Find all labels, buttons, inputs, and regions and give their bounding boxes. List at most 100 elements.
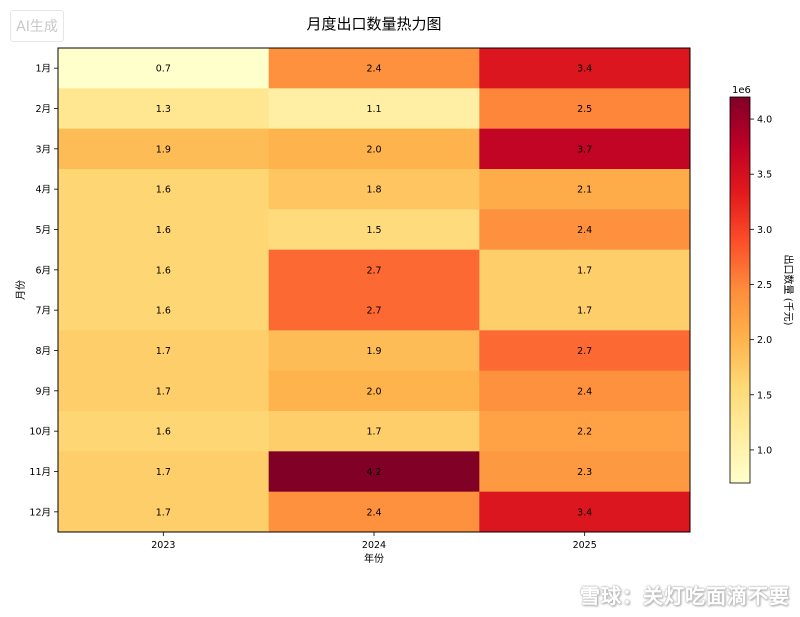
cell-value-label: 1.7 <box>156 467 171 478</box>
x-tick-label: 2023 <box>151 540 175 551</box>
heatmap-cell <box>268 249 480 291</box>
cell-value-label: 3.4 <box>577 507 592 518</box>
colorbar-tick-label: 4.0 <box>757 115 772 126</box>
cell-value-label: 1.7 <box>577 306 592 317</box>
cell-value-label: 1.6 <box>156 265 171 276</box>
cell-value-label: 1.9 <box>366 346 381 357</box>
heatmap-cell <box>479 209 691 251</box>
cell-value-label: 0.7 <box>156 64 171 75</box>
heatmap-cell <box>479 48 691 89</box>
y-tick-label: 2月 <box>35 104 51 115</box>
heatmap-cell <box>58 491 270 533</box>
heatmap-cell <box>268 169 480 210</box>
cell-value-label: 1.6 <box>156 427 171 438</box>
heatmap-cell <box>58 451 270 493</box>
heatmap-cell <box>479 451 691 493</box>
y-tick-label: 11月 <box>29 467 51 478</box>
y-axis-label: 月份 <box>15 280 27 300</box>
heatmap-cell <box>479 330 691 372</box>
ai-generated-badge: AI生成 <box>10 10 64 42</box>
colorbar <box>729 96 751 484</box>
heatmap-cell <box>479 169 691 210</box>
cell-value-label: 1.6 <box>156 185 171 196</box>
y-tick-label: 8月 <box>35 346 51 357</box>
heatmap-cell <box>268 209 480 251</box>
cell-value-label: 1.8 <box>366 185 381 196</box>
y-axis: 1月 2月 3月 4月 5月 6月 7月 8月 9月 10月 11月 12月 <box>29 64 58 518</box>
cell-value-label: 2.4 <box>366 507 381 518</box>
colorbar-tick-label: 1.5 <box>757 390 772 401</box>
cell-value-label: 3.4 <box>577 64 592 75</box>
x-axis-label: 年份 <box>364 552 384 565</box>
heatmap-cell <box>268 48 480 89</box>
cell-value-label: 2.7 <box>366 306 381 317</box>
cell-value-label: 2.4 <box>577 386 592 397</box>
cell-value-label: 3.7 <box>577 144 592 155</box>
cell-value-label: 1.9 <box>156 144 171 155</box>
heatmap-cell <box>58 169 270 210</box>
heatmap-cell <box>268 370 480 412</box>
cell-value-label: 2.4 <box>366 64 381 75</box>
heatmap-cell <box>58 411 270 452</box>
heatmap-cell <box>58 370 270 412</box>
x-tick-label: 2024 <box>362 540 386 551</box>
cell-value-label: 1.7 <box>156 386 171 397</box>
heatmap-cell <box>479 88 691 130</box>
heatmap-cell <box>268 451 480 493</box>
y-tick-label: 6月 <box>35 265 51 276</box>
y-tick-label: 3月 <box>35 144 51 155</box>
cell-value-label: 1.7 <box>156 346 171 357</box>
watermark: 雪球：关灯吃面滴不要 <box>580 584 790 608</box>
colorbar-tick-label: 2.5 <box>757 280 772 291</box>
cell-value-label: 2.2 <box>577 427 592 438</box>
cell-value-label: 1.3 <box>156 104 171 115</box>
y-tick-label: 9月 <box>35 386 51 397</box>
heatmap-cell <box>268 491 480 533</box>
cell-value-label: 2.7 <box>366 265 381 276</box>
heatmap-cell <box>58 128 270 170</box>
cell-value-label: 1.5 <box>366 225 381 236</box>
cell-value-label: 2.7 <box>577 346 592 357</box>
x-tick-label: 2025 <box>573 540 597 551</box>
cell-value-label: 2.1 <box>577 185 592 196</box>
heatmap-cell <box>268 330 480 372</box>
heatmap-cell <box>479 411 691 452</box>
y-tick-label: 10月 <box>29 427 51 438</box>
cell-value-label: 2.3 <box>577 467 592 478</box>
cell-value-label: 1.1 <box>366 104 381 115</box>
heatmap-cell <box>479 290 691 331</box>
colorbar-offset-text: 1e6 <box>732 85 751 96</box>
cell-value-label: 1.7 <box>366 427 381 438</box>
colorbar-tick-label: 2.0 <box>757 335 772 346</box>
heatmap-cell <box>58 88 270 130</box>
colorbar-ticks: 1.0 1.5 2.0 2.5 3.0 3.5 4.0 <box>750 115 772 456</box>
heatmap-cell <box>268 88 480 130</box>
heatmap-cell <box>268 290 480 331</box>
chart-title: 月度出口数量热力图 <box>306 15 441 33</box>
heatmap-cell <box>479 249 691 291</box>
cell-value-label: 1.6 <box>156 225 171 236</box>
y-tick-label: 4月 <box>35 185 51 196</box>
heatmap-cell <box>268 411 480 452</box>
colorbar-label: 出口数量 (千元) <box>782 255 795 326</box>
y-tick-label: 12月 <box>29 507 51 518</box>
cell-value-label: 2.5 <box>577 104 592 115</box>
heatmap-cell <box>479 128 691 170</box>
heatmap-cell <box>58 330 270 372</box>
cell-value-label: 2.0 <box>366 386 381 397</box>
y-tick-label: 7月 <box>35 306 51 317</box>
x-axis: 2023 2024 2025 <box>151 532 597 551</box>
heatmap-cell <box>268 128 480 170</box>
y-tick-label: 1月 <box>35 64 51 75</box>
heatmap-cell <box>479 491 691 533</box>
heatmap-cell <box>58 290 270 331</box>
cell-value-label: 1.7 <box>577 265 592 276</box>
heatmap-cell <box>58 48 270 89</box>
colorbar-tick-label: 3.5 <box>757 170 772 181</box>
cell-value-label: 1.7 <box>156 507 171 518</box>
cell-value-label: 4.2 <box>366 467 381 478</box>
heatmap-cell <box>58 209 270 251</box>
heatmap-cells: 0.7 2.4 3.4 1.3 1.1 2.5 1.9 2.0 3.7 1.6 1.8 2.1 1.6 1… <box>58 48 691 533</box>
colorbar-tick-label: 3.0 <box>757 225 772 236</box>
